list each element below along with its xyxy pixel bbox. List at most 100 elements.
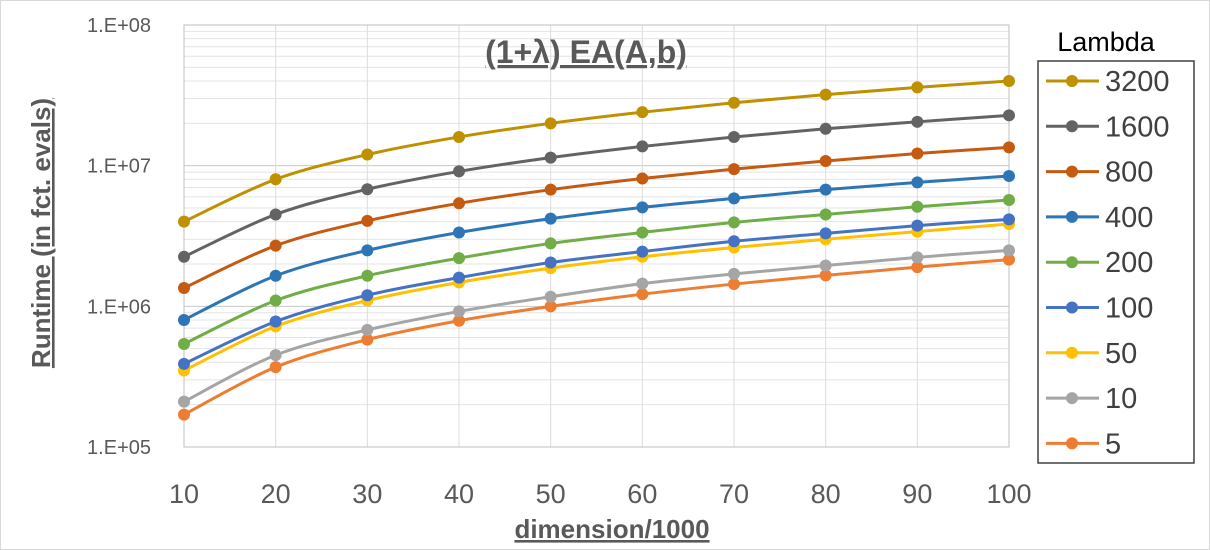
data-point: [728, 267, 740, 280]
data-point: [911, 147, 924, 160]
x-tick-label: 40: [444, 479, 474, 509]
legend: 3200 1600 800 400 200 100 50 10 5: [1046, 66, 1170, 460]
data-point: [453, 252, 465, 265]
x-axis-ticks: 10 20 30 40 50 60 70 80 90 100: [169, 479, 1032, 509]
x-tick-label: 20: [261, 479, 291, 509]
legend-item: 3200: [1046, 66, 1170, 98]
legend-swatch-marker: [1066, 346, 1078, 359]
x-tick-label: 50: [536, 479, 566, 509]
legend-label: 100: [1105, 293, 1153, 325]
y-tick-label: 1.E+06: [87, 296, 151, 318]
series-10: [178, 244, 1015, 408]
legend-swatch-marker: [1066, 437, 1078, 450]
data-point: [1003, 169, 1015, 182]
series-200: [178, 194, 1015, 350]
data-point: [911, 261, 924, 274]
legend-item: 5: [1046, 428, 1121, 460]
data-point: [819, 122, 832, 135]
data-point: [453, 305, 465, 318]
data-point: [361, 214, 374, 227]
data-point: [728, 235, 740, 248]
data-point: [544, 183, 557, 196]
legend-title: Lambda: [1057, 27, 1156, 57]
data-point: [178, 313, 190, 326]
data-point: [636, 245, 649, 258]
data-point: [361, 183, 374, 196]
series-line: [183, 258, 1010, 416]
y-tick-label: 1.E+08: [87, 15, 151, 37]
data-point: [361, 269, 374, 282]
data-point: [178, 281, 190, 294]
data-point: [911, 200, 924, 213]
legend-item: 100: [1046, 293, 1153, 325]
data-point: [269, 269, 282, 282]
legend-swatch-marker: [1066, 210, 1078, 223]
x-tick-label: 10: [169, 479, 199, 509]
data-point: [636, 172, 649, 185]
data-point: [636, 226, 649, 239]
data-point: [1003, 141, 1015, 154]
data-point: [269, 361, 282, 374]
data-point: [544, 117, 557, 130]
data-point: [819, 154, 832, 167]
x-tick-label: 70: [719, 479, 749, 509]
legend-label: 1600: [1105, 111, 1170, 143]
data-point: [178, 357, 190, 370]
data-point: [728, 163, 740, 176]
series-50: [178, 217, 1015, 377]
data-point: [911, 81, 924, 94]
y-axis-title: Runtime (in fct. evals): [26, 98, 56, 368]
data-point: [269, 239, 282, 252]
data-point: [819, 269, 832, 282]
plot-area: [183, 24, 1010, 448]
data-point: [269, 208, 282, 221]
data-point: [453, 226, 465, 239]
data-point: [1003, 74, 1015, 87]
x-tick-label: 100: [986, 479, 1031, 509]
series-line: [183, 222, 1010, 372]
series-3200: [178, 74, 1015, 228]
legend-swatch-marker: [1066, 301, 1078, 314]
data-point: [636, 277, 649, 290]
data-point: [1003, 213, 1015, 226]
legend-swatch-marker: [1066, 165, 1078, 178]
series-800: [178, 141, 1015, 294]
x-tick-label: 30: [352, 479, 382, 509]
x-tick-label: 80: [811, 479, 841, 509]
series-line: [183, 79, 1010, 224]
data-point: [453, 165, 465, 178]
data-point: [1003, 244, 1015, 257]
data-point: [361, 244, 374, 257]
data-point: [178, 250, 190, 263]
data-point: [269, 349, 282, 362]
legend-swatch-marker: [1066, 256, 1078, 269]
series-line: [183, 113, 1010, 259]
data-point: [178, 337, 190, 350]
legend-swatch-marker: [1066, 75, 1078, 87]
y-tick-label: 1.E+05: [87, 437, 151, 459]
data-point: [728, 130, 740, 143]
legend-label: 3200: [1105, 66, 1170, 98]
legend-label: 50: [1105, 338, 1137, 370]
legend-item: 800: [1046, 157, 1153, 189]
legend-item: 1600: [1046, 111, 1170, 143]
x-tick-label: 90: [902, 479, 932, 509]
data-point: [178, 408, 190, 421]
data-point: [1003, 253, 1015, 266]
y-axis-ticks: 1.E+05 1.E+06 1.E+07 1.E+08: [87, 15, 151, 459]
data-point: [728, 278, 740, 291]
legend-label: 400: [1105, 202, 1153, 234]
data-point: [178, 395, 190, 408]
data-point: [453, 197, 465, 210]
series-line: [183, 174, 1010, 322]
data-point: [911, 115, 924, 128]
series-line: [183, 248, 1010, 404]
legend-item: 10: [1046, 383, 1137, 415]
data-point: [728, 192, 740, 205]
series-lines: [178, 74, 1015, 421]
data-point: [636, 140, 649, 153]
data-point: [361, 148, 374, 161]
data-point: [1003, 109, 1015, 122]
